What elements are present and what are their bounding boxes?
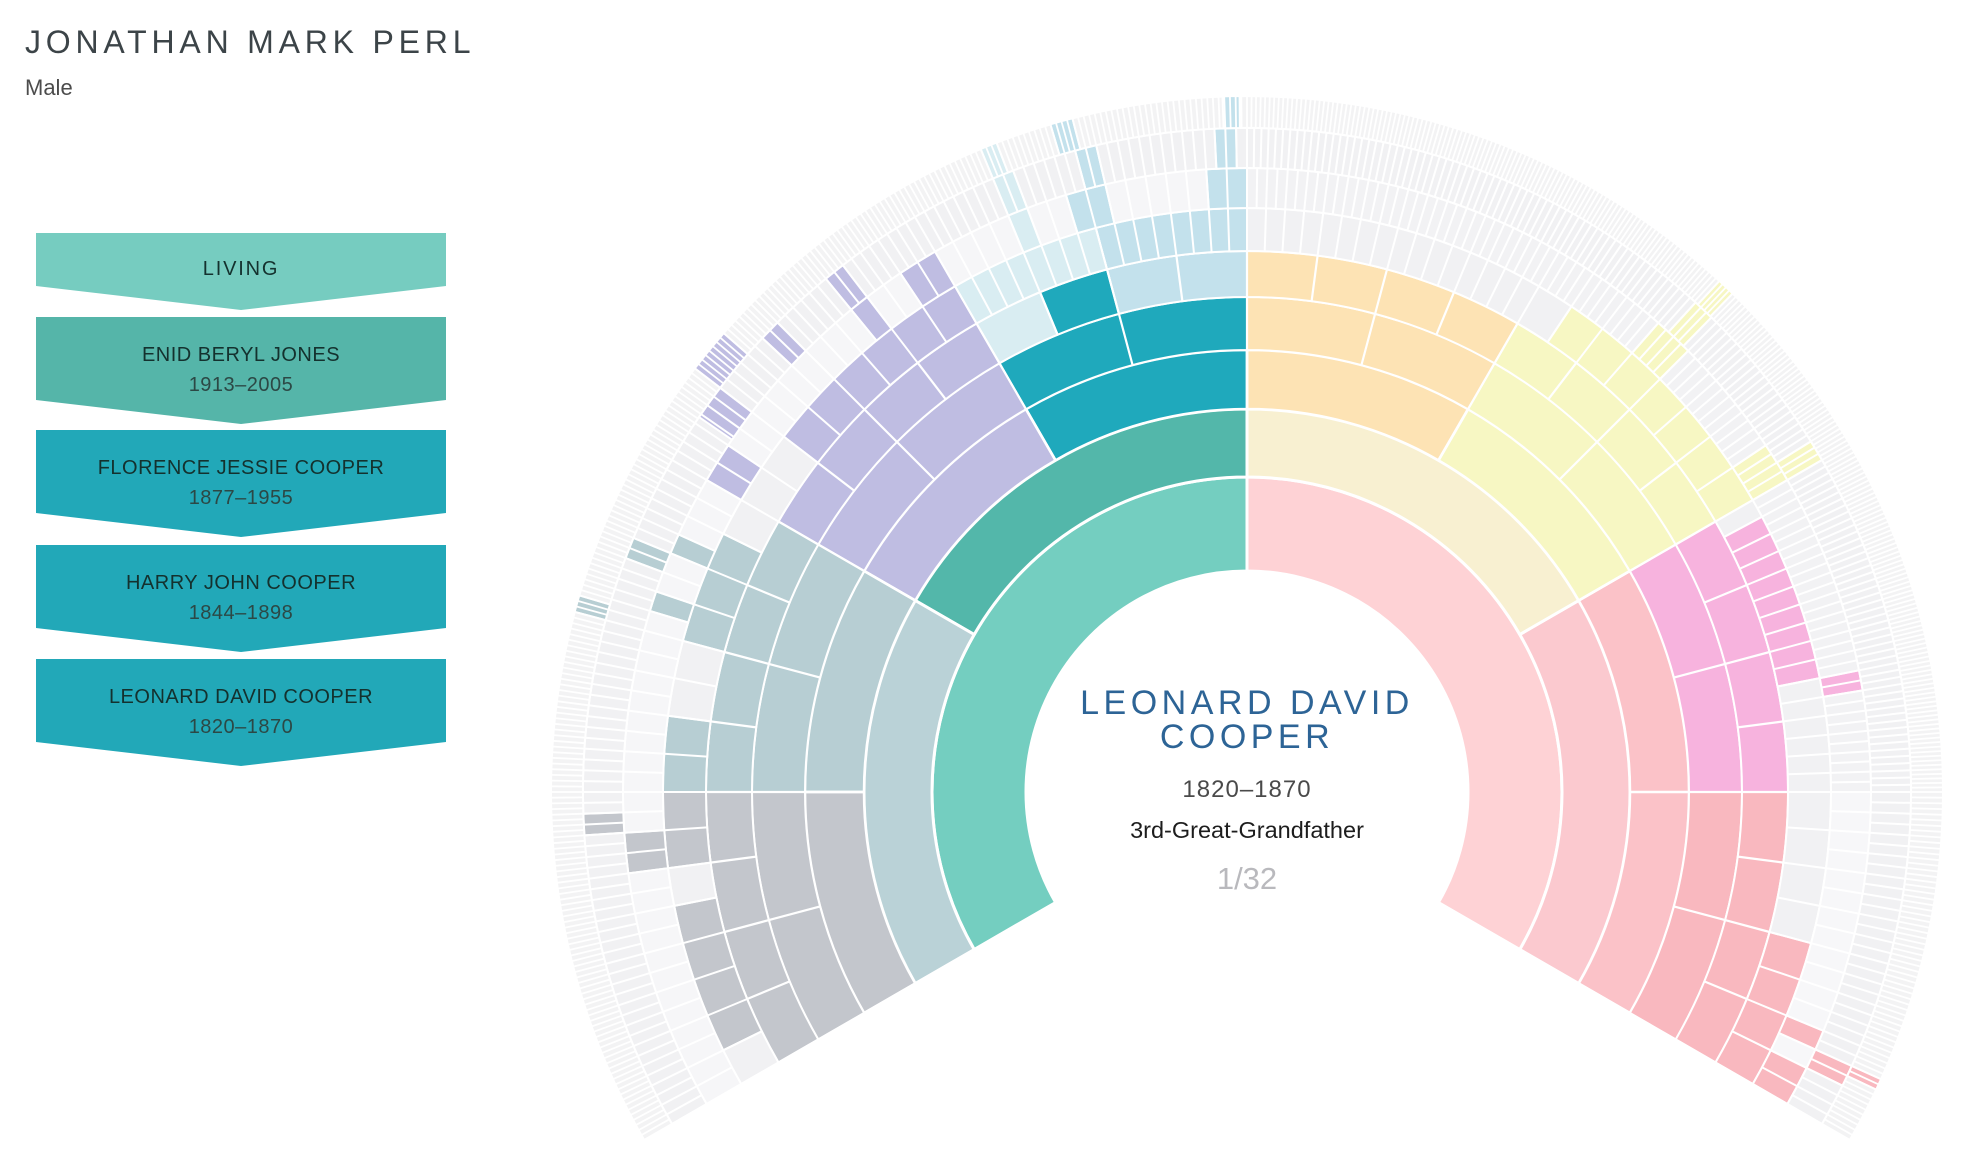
svg-text:LEONARD DAVID: LEONARD DAVID [1080,684,1414,722]
svg-text:COOPER: COOPER [1160,718,1334,756]
svg-text:3rd-Great-Grandfather: 3rd-Great-Grandfather [1130,817,1364,843]
svg-text:1820–1870: 1820–1870 [1182,776,1311,803]
svg-text:1/32: 1/32 [1217,861,1277,896]
